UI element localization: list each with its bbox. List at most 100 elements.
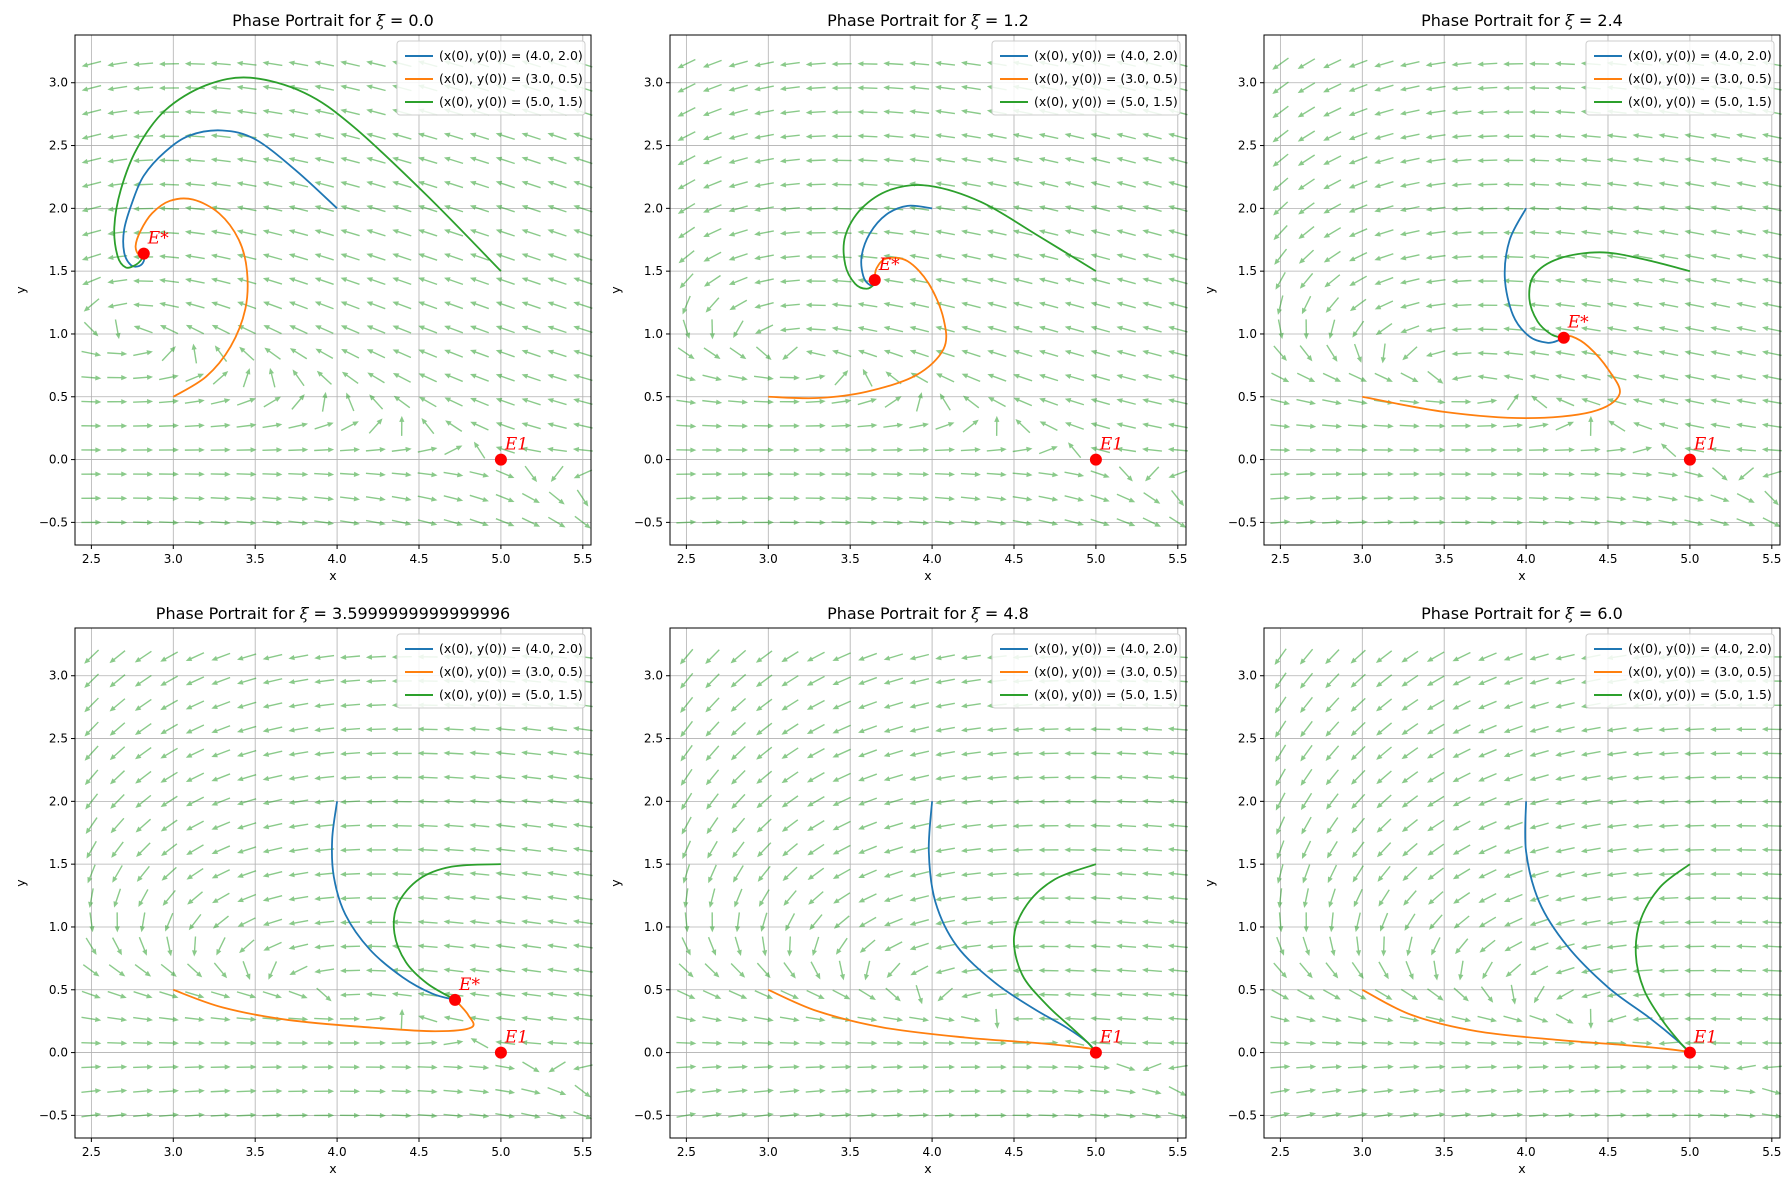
quiver-arrowhead bbox=[1433, 974, 1439, 981]
quiver-arrowhead bbox=[793, 1064, 800, 1070]
quiver-arrowhead bbox=[236, 752, 244, 758]
quiver-arrowhead bbox=[1710, 374, 1717, 380]
quiver-arrowhead bbox=[1477, 326, 1484, 332]
title-symbol: ξ bbox=[971, 11, 981, 30]
quiver-arrowhead bbox=[405, 471, 412, 478]
quiver-arrow bbox=[87, 673, 100, 686]
quiver-arrow bbox=[810, 135, 826, 138]
quiver-arrowhead bbox=[1452, 825, 1460, 831]
quiver-arrowhead bbox=[1142, 301, 1149, 307]
trajectory-line-3 bbox=[392, 863, 501, 1001]
quiver-arrow bbox=[1094, 993, 1111, 997]
quiver-arrow bbox=[1688, 182, 1705, 187]
quiver-arrowhead bbox=[807, 849, 814, 856]
quiver-arrowhead bbox=[224, 1040, 231, 1046]
y-tick-label: 1.0 bbox=[49, 327, 68, 341]
quiver-arrowhead bbox=[365, 847, 372, 853]
quiver-arrow bbox=[862, 676, 878, 684]
quiver-arrowhead bbox=[1361, 1017, 1368, 1023]
quiver-arrowhead bbox=[95, 423, 102, 429]
quiver-arrowhead bbox=[1000, 1064, 1007, 1070]
quiver-arrow bbox=[785, 651, 799, 661]
legend-entry-1: (x(0), y(0)) = (4.0, 2.0) bbox=[1628, 48, 1772, 63]
quiver-arrowhead bbox=[1064, 422, 1072, 427]
quiver-arrowhead bbox=[961, 253, 968, 259]
quiver-arrow bbox=[1740, 182, 1756, 188]
quiver-arrowhead bbox=[819, 519, 826, 526]
y-tick-label: 2.0 bbox=[49, 794, 68, 808]
quiver-arrowhead bbox=[1116, 798, 1123, 805]
quiver-arrowhead bbox=[1279, 949, 1285, 956]
quiver-arrowhead bbox=[121, 399, 128, 405]
quiver-arrowhead bbox=[288, 679, 295, 685]
quiver-arrowhead bbox=[184, 253, 192, 259]
quiver-arrowhead bbox=[1013, 373, 1020, 379]
quiver-arrowhead bbox=[1697, 520, 1704, 526]
quiver-arrowhead bbox=[86, 852, 92, 859]
quiver-arrowhead bbox=[392, 205, 399, 210]
quiver-arrowhead bbox=[443, 919, 450, 925]
quiver-arrowhead bbox=[1284, 471, 1291, 477]
quiver-arrowhead bbox=[1658, 422, 1666, 428]
quiver-arrow bbox=[1120, 206, 1136, 212]
quiver-arrow bbox=[417, 1113, 433, 1117]
quiver-arrowhead bbox=[883, 277, 890, 283]
quiver-arrowhead bbox=[1090, 1040, 1097, 1046]
quiver-arrow bbox=[913, 750, 930, 756]
quiver-arrow bbox=[734, 817, 746, 831]
quiver-arrowhead bbox=[1276, 877, 1282, 884]
quiver-arrowhead bbox=[172, 471, 179, 477]
quiver-arrowhead bbox=[340, 108, 347, 114]
quiver-arrow bbox=[1146, 824, 1162, 828]
quiver-arrowhead bbox=[1580, 157, 1588, 163]
quiver-arrowhead bbox=[1406, 949, 1412, 957]
quiver-arrow bbox=[210, 424, 226, 428]
quiver-arrowhead bbox=[1633, 422, 1640, 427]
quiver-arrowhead bbox=[314, 920, 321, 926]
quiver-arrow bbox=[474, 326, 489, 334]
quiver-arrow bbox=[551, 399, 567, 406]
quiver-arrow bbox=[1296, 372, 1312, 381]
quiver-arrowhead bbox=[107, 279, 114, 285]
quiver-arrow bbox=[293, 254, 309, 261]
quiver-arrowhead bbox=[678, 232, 685, 239]
quiver-arrowhead bbox=[1012, 823, 1019, 829]
quiver-arrowhead bbox=[392, 373, 400, 379]
quiver-arrow bbox=[189, 652, 205, 660]
quiver-arrow bbox=[1327, 155, 1342, 164]
quiver-arrow bbox=[1404, 133, 1420, 139]
quiver-arrowhead bbox=[198, 398, 205, 404]
quiver-arrowhead bbox=[1555, 800, 1562, 806]
x-tick-label: 3.5 bbox=[841, 552, 860, 566]
quiver-arrowhead bbox=[1632, 181, 1639, 187]
quiver-arrow bbox=[1301, 202, 1315, 213]
quiver-arrow bbox=[189, 303, 205, 309]
quiver-arrow bbox=[1270, 1066, 1286, 1069]
quiver-arrow bbox=[1533, 846, 1549, 853]
quiver-arrowhead bbox=[1325, 730, 1332, 737]
quiver-arrow bbox=[138, 936, 146, 952]
quiver-arrowhead bbox=[160, 680, 167, 686]
quiver-arrow bbox=[888, 86, 904, 90]
quiver-arrow bbox=[1714, 279, 1731, 284]
quiver-arrowhead bbox=[782, 850, 789, 857]
quiver-arrow bbox=[991, 969, 1007, 972]
quiver-arrow bbox=[1637, 872, 1653, 876]
subplot-5: E12.5 3.0 3.5 4.0 4.5 5.0 5.5−0.50.00.51.01.52… bbox=[608, 604, 1188, 1176]
quiver-arrowhead bbox=[960, 703, 968, 709]
quiver-arrowhead bbox=[1374, 134, 1381, 140]
quiver-arrowhead bbox=[858, 873, 865, 879]
quiver-arrowhead bbox=[120, 1016, 128, 1023]
quiver-arrow bbox=[1404, 205, 1420, 211]
quiver-arrowhead bbox=[120, 1088, 128, 1094]
quiver-arrowhead bbox=[185, 752, 193, 758]
quiver-arrow bbox=[1580, 1090, 1596, 1093]
quiver-arrow bbox=[417, 1066, 433, 1068]
quiver-arrow bbox=[1328, 841, 1338, 855]
quiver-arrowhead bbox=[1658, 157, 1665, 163]
quiver-arrowhead bbox=[1348, 159, 1356, 165]
quiver-arrowhead bbox=[573, 277, 580, 283]
y-tick-label: 2.5 bbox=[644, 139, 663, 153]
quiver-arrowhead bbox=[547, 156, 554, 162]
quiver-arrow bbox=[965, 86, 981, 91]
